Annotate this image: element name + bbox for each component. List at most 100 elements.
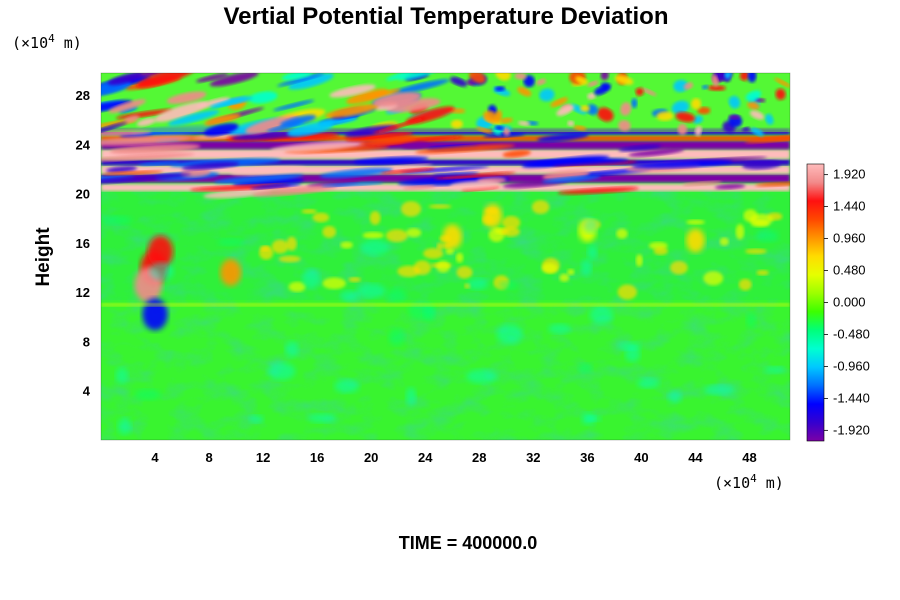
wave-blob bbox=[673, 79, 689, 93]
cyan-patch bbox=[334, 379, 360, 394]
convective-feature bbox=[220, 259, 242, 287]
wave-blob bbox=[385, 98, 441, 113]
yellow-patch bbox=[340, 241, 353, 249]
cyan-patch bbox=[302, 269, 320, 289]
yellow-patch bbox=[485, 207, 498, 215]
cyan-patch bbox=[587, 244, 598, 260]
wave-blob bbox=[728, 115, 741, 120]
cyan-patch bbox=[308, 413, 337, 423]
yellow-patch bbox=[719, 237, 729, 246]
cyan-patch bbox=[285, 340, 299, 358]
wave-blob bbox=[245, 115, 300, 134]
band-streak bbox=[101, 135, 194, 146]
yellow-patch bbox=[312, 212, 330, 223]
cyan-patch bbox=[360, 239, 390, 256]
wave-blob bbox=[594, 85, 609, 96]
yellow-patch bbox=[436, 260, 450, 273]
wave-blob bbox=[749, 110, 765, 120]
wave-blob bbox=[620, 102, 632, 116]
wave-blob bbox=[372, 92, 422, 107]
yellow-patch bbox=[756, 270, 769, 276]
x-tick-label: 24 bbox=[418, 450, 433, 465]
cyan-patch bbox=[407, 302, 436, 320]
y-tick-label: 4 bbox=[83, 384, 91, 399]
y-tick-label: 20 bbox=[76, 187, 90, 202]
y-tick-label: 16 bbox=[76, 236, 90, 251]
band-streak bbox=[380, 167, 436, 174]
wave-blob bbox=[747, 101, 760, 110]
convective-feature bbox=[142, 298, 168, 331]
yellow-patch bbox=[369, 210, 381, 225]
wave-blob bbox=[587, 80, 599, 87]
band-streak bbox=[138, 161, 180, 166]
wave-blob bbox=[373, 117, 427, 134]
wave-blob bbox=[728, 95, 741, 109]
colorbar-tick-label: 1.920 bbox=[833, 167, 866, 182]
wave-blob bbox=[750, 127, 764, 137]
cyan-patch bbox=[465, 369, 498, 384]
band-streak bbox=[628, 148, 685, 157]
yellow-patch bbox=[322, 225, 337, 238]
wave-blob bbox=[579, 105, 591, 112]
band-streak bbox=[618, 144, 662, 152]
wave-blob bbox=[597, 107, 614, 122]
cyan-patch bbox=[578, 363, 593, 374]
band-streak bbox=[214, 173, 304, 184]
x-tick-label: 48 bbox=[742, 450, 756, 465]
time-label: TIME = 400000.0 bbox=[399, 533, 538, 553]
wave-blob bbox=[344, 124, 399, 138]
yellow-patch bbox=[617, 284, 637, 300]
x-tick-label: 28 bbox=[472, 450, 486, 465]
cyan-patch bbox=[703, 384, 736, 396]
wave-blob bbox=[692, 115, 703, 124]
band-streak bbox=[631, 159, 733, 169]
band-streak bbox=[742, 160, 782, 170]
yellow-patch bbox=[406, 227, 422, 238]
yellow-patch bbox=[423, 248, 444, 259]
band-streak bbox=[557, 187, 639, 195]
cyan-patch bbox=[267, 362, 296, 380]
yellow-patch bbox=[259, 246, 274, 260]
cyan-patch bbox=[496, 324, 523, 345]
wave-blob bbox=[329, 84, 376, 98]
wave-blob bbox=[739, 73, 750, 81]
colorbar-tick-label: -0.960 bbox=[833, 358, 870, 373]
wave-blob bbox=[683, 82, 694, 90]
colorbar-tick-label: -0.480 bbox=[833, 326, 870, 341]
x-unit-tail: m) bbox=[757, 474, 784, 492]
band-streak bbox=[101, 153, 195, 162]
band-layer bbox=[101, 183, 790, 192]
wave-blob bbox=[450, 119, 463, 129]
x-tick-label: 8 bbox=[205, 450, 212, 465]
cyan-patch bbox=[340, 290, 359, 302]
x-tick-label: 36 bbox=[580, 450, 594, 465]
yellow-patch bbox=[567, 269, 575, 276]
yellow-patch bbox=[286, 236, 297, 251]
yellow-patch bbox=[362, 231, 384, 239]
x-tick-label: 40 bbox=[634, 450, 648, 465]
cyan-patch bbox=[467, 278, 489, 290]
wave-blob bbox=[536, 78, 547, 86]
yellow-patch bbox=[348, 277, 361, 283]
x-tick-label: 4 bbox=[151, 450, 159, 465]
wave-blob bbox=[567, 120, 575, 127]
yellow-patch bbox=[385, 229, 408, 243]
band-streak bbox=[432, 172, 479, 177]
wave-blob bbox=[277, 73, 325, 87]
band-streak bbox=[345, 131, 414, 142]
cyan-patch bbox=[405, 387, 417, 406]
wave-blob bbox=[656, 111, 674, 121]
band-layer bbox=[101, 159, 790, 166]
wave-blob bbox=[671, 100, 690, 115]
yellow-patch bbox=[322, 277, 346, 290]
cyan-patch bbox=[217, 238, 245, 246]
yellow-patch bbox=[400, 201, 422, 217]
yellow-patch bbox=[278, 255, 301, 263]
band-layer bbox=[101, 140, 790, 150]
colorbar-tick-label: 0.960 bbox=[833, 231, 866, 246]
yellow-patch bbox=[428, 204, 452, 209]
wave-blob bbox=[775, 88, 786, 100]
cyan-patch bbox=[357, 283, 386, 298]
wave-blob bbox=[556, 105, 575, 116]
